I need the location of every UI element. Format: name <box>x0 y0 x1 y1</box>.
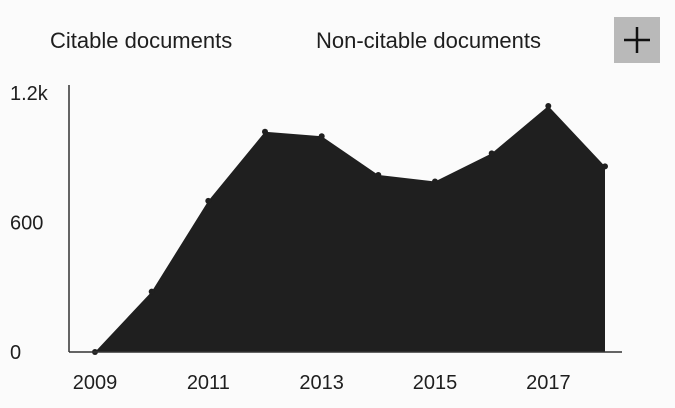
data-point[interactable] <box>148 288 155 295</box>
data-point[interactable] <box>318 133 325 140</box>
y-tick-label: 600 <box>10 213 43 235</box>
data-point[interactable] <box>205 197 212 204</box>
data-point[interactable] <box>602 163 608 170</box>
expand-chart-button[interactable] <box>614 17 660 63</box>
x-tick-label: 2011 <box>187 372 230 394</box>
y-tick-label: 1.2k <box>10 83 49 105</box>
plus-icon <box>624 27 650 53</box>
legend-item-non-citable-documents[interactable]: Non-citable documents <box>316 28 542 53</box>
data-point[interactable] <box>262 128 268 135</box>
legend-item-citable-documents[interactable]: Citable documents <box>50 28 233 53</box>
data-point[interactable] <box>545 103 552 109</box>
y-tick-label: 0 <box>10 342 21 364</box>
data-point[interactable] <box>488 150 495 157</box>
x-tick-label: 2013 <box>299 372 344 394</box>
series-area-0[interactable] <box>95 106 605 352</box>
data-point[interactable] <box>375 172 382 178</box>
x-tick-label: 2017 <box>526 372 571 394</box>
x-tick-label: 2015 <box>413 372 458 394</box>
x-tick-label: 2009 <box>73 372 118 394</box>
data-point[interactable] <box>432 178 438 185</box>
